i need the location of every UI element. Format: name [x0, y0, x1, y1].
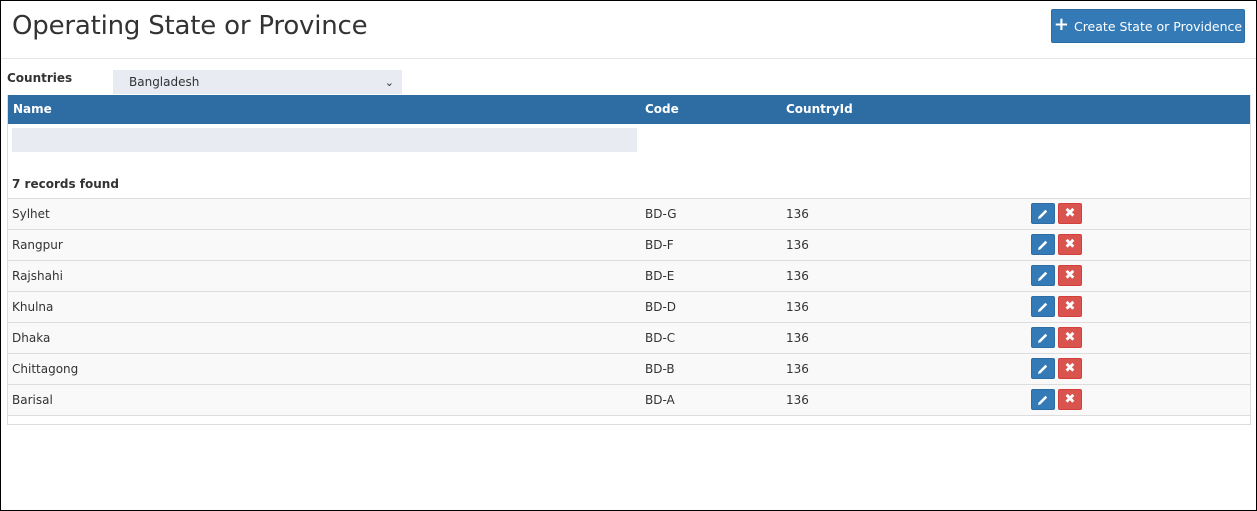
country-filter-row: Countries Bangladesh ⌄ [1, 59, 1256, 95]
row-name: Rangpur [12, 238, 63, 252]
country-select-value: Bangladesh [129, 75, 200, 89]
edit-button[interactable] [1031, 327, 1055, 348]
pencil-icon [1038, 302, 1048, 312]
edit-button[interactable] [1031, 358, 1055, 379]
table-row: Rajshahi BD-E 136 ✖ [8, 260, 1250, 291]
row-name: Chittagong [12, 362, 79, 376]
row-code: BD-G [645, 207, 677, 221]
row-name: Barisal [12, 393, 53, 407]
page-title: Operating State or Province [12, 11, 368, 41]
close-icon: ✖ [1064, 330, 1076, 345]
table-header: Name Code CountryId [8, 95, 1250, 124]
close-icon: ✖ [1064, 392, 1076, 407]
page-header: Operating State or Province + Create Sta… [1, 1, 1256, 59]
row-country-id: 136 [786, 207, 809, 221]
states-table: Name Code CountryId 7 records found Sylh… [7, 95, 1251, 425]
row-name: Rajshahi [12, 269, 63, 283]
row-code: BD-B [645, 362, 675, 376]
edit-button[interactable] [1031, 265, 1055, 286]
row-actions: ✖ [1031, 327, 1082, 348]
records-count-row: 7 records found [8, 168, 1250, 198]
row-name: Khulna [12, 300, 54, 314]
row-country-id: 136 [786, 269, 809, 283]
close-icon: ✖ [1064, 237, 1076, 252]
row-actions: ✖ [1031, 234, 1082, 255]
delete-button[interactable]: ✖ [1058, 203, 1082, 224]
column-filter-row [8, 124, 1250, 168]
create-state-label: Create State or Providence [1073, 18, 1243, 34]
delete-button[interactable]: ✖ [1058, 358, 1082, 379]
pencil-icon [1038, 271, 1048, 281]
row-code: BD-A [645, 393, 675, 407]
close-icon: ✖ [1064, 361, 1076, 376]
pencil-icon [1038, 395, 1048, 405]
table-body: Sylhet BD-G 136 ✖ Rangpur BD-F 136 ✖ Rajshahi BD-… [8, 198, 1250, 416]
column-header-code[interactable]: Code [645, 102, 679, 116]
table-row: Barisal BD-A 136 ✖ [8, 384, 1250, 416]
records-count: 7 records found [12, 177, 119, 191]
close-icon: ✖ [1064, 206, 1076, 221]
close-icon: ✖ [1064, 299, 1076, 314]
table-row: Dhaka BD-C 136 ✖ [8, 322, 1250, 353]
pencil-icon [1038, 333, 1048, 343]
delete-button[interactable]: ✖ [1058, 265, 1082, 286]
table-row: Rangpur BD-F 136 ✖ [8, 229, 1250, 260]
edit-button[interactable] [1031, 389, 1055, 410]
column-header-countryid[interactable]: CountryId [786, 102, 853, 116]
row-country-id: 136 [786, 393, 809, 407]
delete-button[interactable]: ✖ [1058, 327, 1082, 348]
row-country-id: 136 [786, 238, 809, 252]
plus-icon: + [1053, 14, 1069, 35]
edit-button[interactable] [1031, 234, 1055, 255]
row-actions: ✖ [1031, 358, 1082, 379]
row-country-id: 136 [786, 300, 809, 314]
edit-button[interactable] [1031, 296, 1055, 317]
delete-button[interactable]: ✖ [1058, 389, 1082, 410]
country-select[interactable]: Bangladesh ⌄ [113, 70, 402, 94]
column-header-name[interactable]: Name [13, 102, 52, 116]
delete-button[interactable]: ✖ [1058, 296, 1082, 317]
row-code: BD-E [645, 269, 675, 283]
close-icon: ✖ [1064, 268, 1076, 283]
chevron-down-icon: ⌄ [384, 75, 394, 89]
row-actions: ✖ [1031, 203, 1082, 224]
create-state-button[interactable]: + Create State or Providence [1051, 9, 1245, 43]
row-name: Dhaka [12, 331, 51, 345]
delete-button[interactable]: ✖ [1058, 234, 1082, 255]
table-row: Sylhet BD-G 136 ✖ [8, 198, 1250, 229]
row-code: BD-C [645, 331, 676, 345]
edit-button[interactable] [1031, 203, 1055, 224]
row-actions: ✖ [1031, 296, 1082, 317]
name-filter-input[interactable] [12, 128, 637, 152]
row-actions: ✖ [1031, 265, 1082, 286]
pencil-icon [1038, 209, 1048, 219]
table-row: Khulna BD-D 136 ✖ [8, 291, 1250, 322]
row-code: BD-F [645, 238, 674, 252]
row-country-id: 136 [786, 362, 809, 376]
pencil-icon [1038, 240, 1048, 250]
table-row: Chittagong BD-B 136 ✖ [8, 353, 1250, 384]
row-name: Sylhet [12, 207, 50, 221]
pencil-icon [1038, 364, 1048, 374]
countries-label: Countries [7, 71, 73, 85]
row-country-id: 136 [786, 331, 809, 345]
row-actions: ✖ [1031, 389, 1082, 410]
row-code: BD-D [645, 300, 677, 314]
